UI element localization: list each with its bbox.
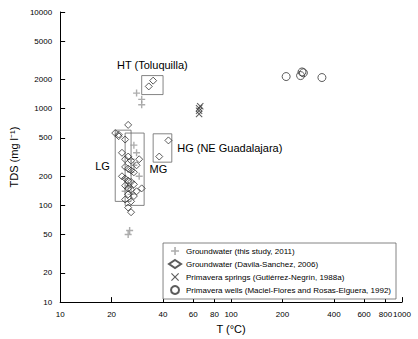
svg-text:MG: MG: [150, 163, 168, 175]
svg-text:200: 200: [276, 310, 290, 319]
svg-text:HT (Toluquilla): HT (Toluquilla): [117, 59, 188, 71]
svg-text:200: 200: [39, 172, 53, 181]
svg-text:100: 100: [224, 310, 238, 319]
svg-text:800: 800: [379, 310, 393, 319]
svg-text:50: 50: [43, 230, 52, 239]
svg-text:LG: LG: [95, 160, 110, 172]
svg-text:10: 10: [43, 298, 52, 307]
svg-text:Groundwater (this study, 2011): Groundwater (this study, 2011): [186, 247, 295, 256]
svg-text:5000: 5000: [34, 37, 52, 46]
svg-text:T (°C): T (°C): [216, 323, 245, 335]
svg-text:10: 10: [56, 310, 65, 319]
svg-text:1000: 1000: [393, 310, 411, 319]
svg-text:600: 600: [357, 310, 371, 319]
svg-text:500: 500: [39, 133, 53, 142]
svg-text:2000: 2000: [34, 75, 52, 84]
svg-text:60: 60: [189, 310, 198, 319]
svg-text:20: 20: [107, 310, 116, 319]
svg-text:40: 40: [159, 310, 168, 319]
svg-text:HG (NE Guadalajara): HG (NE Guadalajara): [177, 142, 282, 154]
svg-text:1000: 1000: [34, 104, 52, 113]
svg-text:Groundwater (Davila-Sanchez, 2: Groundwater (Davila-Sanchez, 2006): [186, 260, 318, 269]
svg-text:Primavera wells (Maciel-Flores: Primavera wells (Maciel-Flores and Rosas…: [186, 286, 391, 295]
svg-text:80: 80: [210, 310, 219, 319]
svg-text:20: 20: [43, 268, 52, 277]
svg-text:Primavera springs (Gutiérrez-N: Primavera springs (Gutiérrez-Negrín, 198…: [186, 273, 345, 282]
svg-text:10000: 10000: [30, 8, 53, 17]
svg-text:100: 100: [39, 201, 53, 210]
svg-text:TDS (mg l⁻¹): TDS (mg l⁻¹): [8, 127, 20, 188]
svg-text:400: 400: [327, 310, 341, 319]
